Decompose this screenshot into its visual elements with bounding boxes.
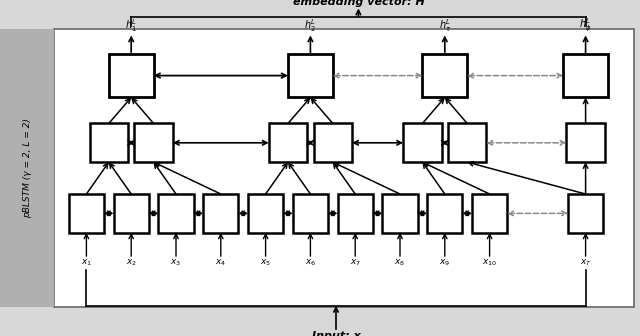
Text: $x_2$: $x_2$ bbox=[125, 258, 137, 268]
FancyBboxPatch shape bbox=[109, 54, 154, 97]
Text: $x_4$: $x_4$ bbox=[215, 258, 227, 268]
FancyBboxPatch shape bbox=[114, 194, 148, 233]
FancyBboxPatch shape bbox=[203, 194, 238, 233]
Text: embedding vector: H: embedding vector: H bbox=[292, 0, 424, 7]
FancyBboxPatch shape bbox=[338, 194, 373, 233]
Text: $x_{10}$: $x_{10}$ bbox=[482, 258, 497, 268]
FancyBboxPatch shape bbox=[403, 124, 442, 162]
Text: $x_6$: $x_6$ bbox=[305, 258, 316, 268]
Text: $x_9$: $x_9$ bbox=[439, 258, 451, 268]
Text: Input: x: Input: x bbox=[312, 331, 360, 336]
Text: $h_1^L$: $h_1^L$ bbox=[125, 17, 138, 34]
FancyBboxPatch shape bbox=[159, 194, 194, 233]
Text: $h_\phi^L$: $h_\phi^L$ bbox=[579, 16, 592, 34]
FancyBboxPatch shape bbox=[448, 124, 486, 162]
Text: $x_1$: $x_1$ bbox=[81, 258, 92, 268]
FancyBboxPatch shape bbox=[422, 54, 467, 97]
FancyBboxPatch shape bbox=[472, 194, 508, 233]
FancyBboxPatch shape bbox=[292, 194, 328, 233]
FancyBboxPatch shape bbox=[288, 54, 333, 97]
Text: $h_\tau^L$: $h_\tau^L$ bbox=[438, 17, 451, 34]
FancyBboxPatch shape bbox=[566, 124, 605, 162]
FancyBboxPatch shape bbox=[383, 194, 418, 233]
FancyBboxPatch shape bbox=[90, 124, 128, 162]
FancyBboxPatch shape bbox=[314, 124, 352, 162]
FancyBboxPatch shape bbox=[269, 124, 307, 162]
FancyBboxPatch shape bbox=[54, 29, 634, 307]
Text: $x_5$: $x_5$ bbox=[260, 258, 271, 268]
Text: pBLSTM (γ = 2, L = 2): pBLSTM (γ = 2, L = 2) bbox=[22, 118, 32, 218]
FancyBboxPatch shape bbox=[0, 29, 54, 307]
FancyBboxPatch shape bbox=[134, 124, 173, 162]
Text: $h_2^L$: $h_2^L$ bbox=[304, 17, 317, 34]
Text: $x_8$: $x_8$ bbox=[394, 258, 406, 268]
FancyBboxPatch shape bbox=[69, 194, 104, 233]
FancyBboxPatch shape bbox=[568, 194, 604, 233]
FancyBboxPatch shape bbox=[248, 194, 283, 233]
Text: $x_3$: $x_3$ bbox=[170, 258, 182, 268]
FancyBboxPatch shape bbox=[428, 194, 463, 233]
Text: $x_7$: $x_7$ bbox=[349, 258, 361, 268]
FancyBboxPatch shape bbox=[563, 54, 608, 97]
Text: $x_T$: $x_T$ bbox=[580, 258, 591, 268]
